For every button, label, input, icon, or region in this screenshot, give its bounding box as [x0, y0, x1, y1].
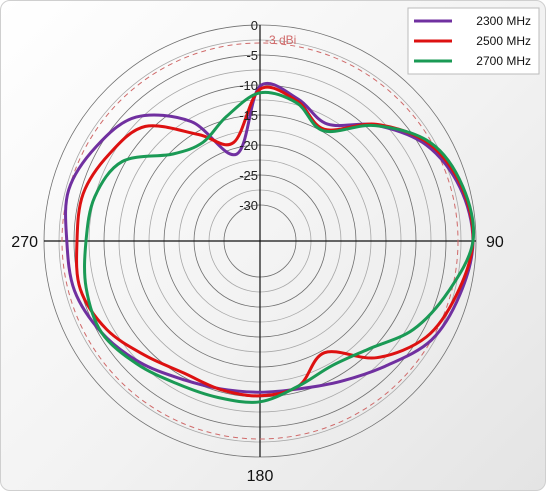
- polar-grid: [43, 24, 477, 458]
- radial-tick-label: 0: [251, 18, 258, 33]
- radial-tick-label: -20: [239, 138, 258, 153]
- legend-label: 2300 MHz: [476, 14, 531, 28]
- radial-tick-label: -25: [239, 168, 258, 183]
- series-line-2500-mhz: [75, 85, 475, 398]
- legend-label: 2500 MHz: [476, 34, 531, 48]
- reference-circle: [61, 42, 459, 440]
- angle-labels: 90 180 270: [11, 234, 504, 485]
- legend-label: 2700 MHz: [476, 54, 531, 68]
- angle-label-180: 180: [247, 468, 274, 485]
- angle-label-90: 90: [486, 234, 504, 251]
- reference-circle-label: -3 dBi: [265, 33, 296, 47]
- radial-tick-labels: 0 -5 -10 -15 -20 -25 -30: [239, 18, 258, 213]
- legend: 2300 MHz 2500 MHz 2700 MHz: [407, 7, 540, 75]
- series-group: [64, 81, 476, 404]
- radial-tick-label: -10: [239, 78, 258, 93]
- radial-tick-label: -15: [239, 108, 258, 123]
- series-line-2300-mhz: [64, 81, 475, 394]
- radial-tick-label: -30: [239, 198, 258, 213]
- angle-label-270: 270: [11, 234, 38, 251]
- radial-tick-label: -5: [246, 48, 258, 63]
- series-line-2700-mhz: [83, 90, 476, 404]
- reference-circle-group: -3 dBi: [61, 33, 459, 440]
